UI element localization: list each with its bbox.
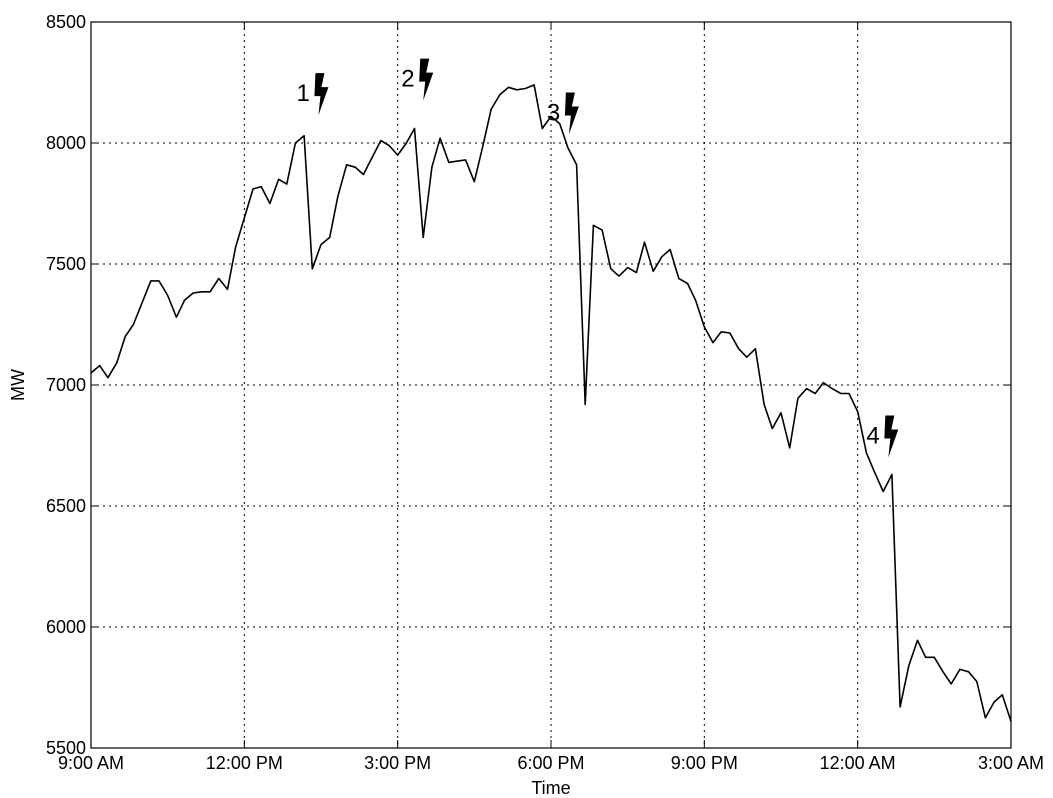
grid-lines	[91, 22, 1011, 748]
x-tick-label: 12:00 PM	[206, 753, 283, 773]
lightning-bolt-icon	[564, 92, 579, 135]
y-tick-label: 6000	[46, 617, 86, 637]
x-tick-label: 9:00 PM	[671, 753, 738, 773]
lightning-bolt-icon	[314, 73, 329, 116]
event-marker-3: 3	[547, 92, 579, 135]
x-tick-label: 12:00 AM	[820, 753, 896, 773]
event-annotations: 1 2 3 4	[296, 58, 899, 458]
event-number-label: 3	[547, 99, 560, 126]
x-tick-label: 9:00 AM	[58, 753, 124, 773]
series-line-mw	[90, 84, 1012, 722]
event-number-label: 1	[296, 80, 309, 107]
y-tick-label: 7500	[46, 254, 86, 274]
x-tick-label: 6:00 PM	[517, 753, 584, 773]
event-marker-1: 1	[296, 73, 329, 116]
lightning-bolt-icon	[419, 58, 434, 101]
x-axis-label: Time	[531, 778, 570, 798]
event-marker-4: 4	[866, 415, 899, 458]
axis-ticks: 9:00 AM 12:00 PM 3:00 PM 6:00 PM 9:00 PM 12:0…	[46, 12, 1044, 773]
y-axis-label: MW	[8, 369, 28, 401]
y-tick-label: 8000	[46, 133, 86, 153]
event-number-label: 2	[401, 66, 414, 93]
y-tick-label: 5500	[46, 738, 86, 758]
x-tick-label: 3:00 PM	[364, 753, 431, 773]
x-tick-label: 3:00 AM	[978, 753, 1044, 773]
y-tick-label: 7000	[46, 375, 86, 395]
y-tick-label: 6500	[46, 496, 86, 516]
lightning-bolt-icon	[884, 415, 899, 458]
y-tick-label: 8500	[46, 12, 86, 32]
event-marker-2: 2	[401, 58, 434, 101]
event-number-label: 4	[866, 423, 879, 450]
